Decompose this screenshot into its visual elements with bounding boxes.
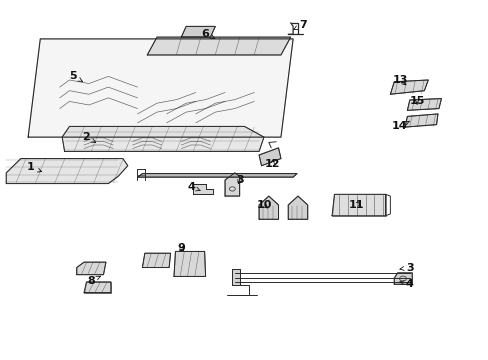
Polygon shape <box>84 282 111 293</box>
Polygon shape <box>77 262 106 275</box>
Text: 7: 7 <box>293 19 306 30</box>
Polygon shape <box>259 148 281 166</box>
Text: 3: 3 <box>235 175 243 185</box>
Polygon shape <box>259 196 278 219</box>
Text: 14: 14 <box>390 121 409 131</box>
Text: 15: 15 <box>408 96 424 107</box>
Polygon shape <box>147 37 290 55</box>
Polygon shape <box>389 80 427 94</box>
Polygon shape <box>6 158 127 184</box>
Polygon shape <box>137 174 296 177</box>
Text: 1: 1 <box>27 162 41 172</box>
Polygon shape <box>287 196 307 219</box>
Text: 11: 11 <box>348 200 364 210</box>
Polygon shape <box>224 173 239 196</box>
Polygon shape <box>407 99 441 111</box>
Text: 6: 6 <box>201 28 214 39</box>
Text: 4: 4 <box>399 279 413 289</box>
Text: 13: 13 <box>391 75 407 85</box>
Polygon shape <box>193 184 212 194</box>
Text: 8: 8 <box>87 276 101 286</box>
Polygon shape <box>142 253 170 267</box>
Polygon shape <box>404 114 437 127</box>
Polygon shape <box>331 194 385 216</box>
Text: 4: 4 <box>187 182 200 192</box>
Text: 12: 12 <box>264 159 280 169</box>
Polygon shape <box>181 26 215 37</box>
Text: 10: 10 <box>256 200 271 210</box>
Text: 9: 9 <box>177 243 185 253</box>
Polygon shape <box>62 126 264 152</box>
Polygon shape <box>393 273 411 284</box>
Polygon shape <box>174 251 205 276</box>
Polygon shape <box>232 269 239 285</box>
Polygon shape <box>28 39 292 137</box>
Text: 2: 2 <box>82 132 96 143</box>
Text: 5: 5 <box>69 71 82 81</box>
Text: 3: 3 <box>399 262 413 273</box>
